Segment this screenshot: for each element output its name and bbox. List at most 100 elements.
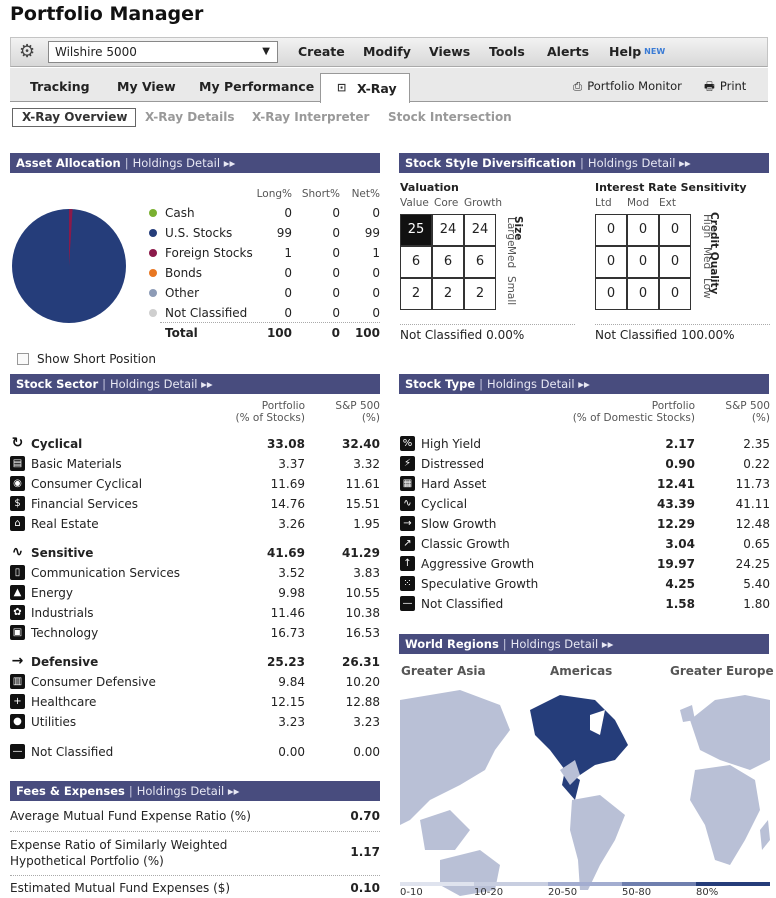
subtab-xray-interpreter[interactable]: X-Ray Interpreter [252,110,370,124]
asset-short: 0 [332,246,340,260]
type-portfolio-value: 3.04 [665,537,695,551]
style-grid-cell: 0 [627,214,659,246]
menu-modify[interactable]: Modify [363,44,411,59]
type-portfolio-value: 19.97 [657,557,695,571]
healthcare-icon: + [10,694,25,709]
type-sp500-value: 0.22 [743,457,770,471]
subtab-xray-overview[interactable]: X-Ray Overview [12,108,137,127]
sector-portfolio-value: 33.08 [267,437,305,451]
menu-tools[interactable]: Tools [489,44,525,59]
type-portfolio-value: 12.29 [657,517,695,531]
high-yield-icon: % [400,436,415,451]
sector-label: Communication Services [31,566,180,580]
col-short: Short% [301,188,340,200]
regions-holdings-link[interactable]: Holdings Detail ▸▸ [510,637,614,651]
legend-dot [149,309,157,317]
style-holdings-link[interactable]: Holdings Detail ▸▸ [587,156,691,170]
sector-label: Defensive [31,655,99,669]
fee-estimated-label: Estimated Mutual Fund Expenses ($) [10,881,231,895]
interest-col-ltd: Ltd [595,197,612,209]
type-label: Cyclical [421,497,468,511]
fees-holdings-link[interactable]: Holdings Detail ▸▸ [136,784,240,798]
sensitive-icon: ∿ [11,544,24,560]
fees-header: Fees & Expenses | Holdings Detail ▸▸ [10,781,380,801]
asset-long: 0 [284,286,292,300]
sector-sp500-value: 26.31 [342,655,380,669]
type-sp500-value: 2.35 [743,437,770,451]
asset-long: 0 [284,306,292,320]
gear-icon[interactable]: ⚙ [19,41,36,62]
tab-my-performance[interactable]: My Performance [199,79,315,94]
stock-sector-title: Stock Sector [16,377,99,391]
menu-create[interactable]: Create [298,44,345,59]
sector-label: Energy [31,586,74,600]
asset-net: 99 [364,226,380,240]
type-col-portfolio-sub: (% of Domestic Stocks) [572,412,695,424]
total-long: 100 [266,326,292,340]
type-sp500-value: 12.48 [735,517,770,531]
fee-hypothetical-label: Expense Ratio of Similarly Weighted Hypo… [10,838,228,868]
subtab-xray-details[interactable]: X-Ray Details [145,110,235,124]
stock-type-holdings-link[interactable]: Holdings Detail ▸▸ [487,377,590,391]
stock-type-title: Stock Type [405,377,476,391]
map-scale-swatch [622,882,696,886]
region-americas: Americas [550,664,613,678]
menu-views[interactable]: Views [429,44,471,59]
asset-label: Not Classified [165,306,248,320]
type-portfolio-value: 43.39 [657,497,695,511]
map-scale-swatch [474,882,548,886]
fee-avg-expense-label: Average Mutual Fund Expense Ratio (%) [10,809,251,823]
subtab-stock-intersection[interactable]: Stock Intersection [388,110,512,124]
sector-portfolio-value: 0.00 [278,745,305,759]
sector-portfolio-value: 3.37 [278,457,305,471]
asset-net: 0 [372,306,380,320]
sector-sp500-value: 41.29 [342,546,380,560]
tab-x-ray[interactable]: ⊡ X-Ray [320,73,410,103]
not-classified-type-icon: — [400,596,415,611]
new-badge: NEW [644,47,666,56]
region-greater-asia: Greater Asia [401,664,486,678]
col-long: Long% [256,188,292,200]
sector-portfolio-value: 3.26 [278,517,305,531]
sector-sp500-value: 12.88 [345,695,380,709]
col-net: Net% [351,188,380,200]
portfolio-select-value: Wilshire 5000 [55,45,137,59]
tab-tracking[interactable]: Tracking [30,79,90,94]
menu-alerts[interactable]: Alerts [547,44,590,59]
utilities-icon: ● [10,714,25,729]
asset-allocation-holdings-link[interactable]: Holdings Detail ▸▸ [132,156,236,170]
portfolio-select[interactable]: Wilshire 5000 ▼ [48,41,278,63]
sector-label: Healthcare [31,695,97,709]
sector-sp500-value: 3.32 [353,457,380,471]
map-asia [400,690,510,825]
monitor-icon: ⎙ [573,79,583,93]
portfolio-monitor-link[interactable]: ⎙ Portfolio Monitor [573,79,682,94]
style-grid-cell: 0 [659,278,691,310]
tab-my-view[interactable]: My View [117,79,176,94]
classic-growth-icon: ↗ [400,536,415,551]
type-col-sp500: S&P 500 [725,400,770,412]
valuation-col-growth: Growth [464,197,503,209]
type-sp500-value: 41.11 [735,497,770,511]
show-short-checkbox[interactable] [17,353,29,365]
defensive-icon: → [11,653,24,669]
asset-label: Other [165,286,200,300]
print-link[interactable]: 🖶 Print [704,79,746,98]
aggressive-growth-icon: ↑ [400,556,415,571]
tab-bar: Tracking My View My Performance ⊡ X-Ray … [10,68,768,103]
size-med: Med [505,246,517,269]
cyclical-icon: ↻ [11,435,24,451]
total-net: 100 [354,326,380,340]
world-map [400,690,770,896]
sector-sp500-value: 1.95 [353,517,380,531]
size-small: Small [505,276,517,306]
asset-net: 1 [372,246,380,260]
stock-sector-header: Stock Sector | Holdings Detail ▸▸ [10,374,380,394]
sector-portfolio-value: 14.76 [270,497,305,511]
asset-long: 0 [284,266,292,280]
sector-holdings-link[interactable]: Holdings Detail ▸▸ [110,377,213,391]
distressed-icon: ⚡ [400,456,415,471]
menu-help[interactable]: Help NEW [609,44,665,59]
credit-med: Med [701,247,713,270]
sector-sp500-value: 10.55 [345,586,380,600]
